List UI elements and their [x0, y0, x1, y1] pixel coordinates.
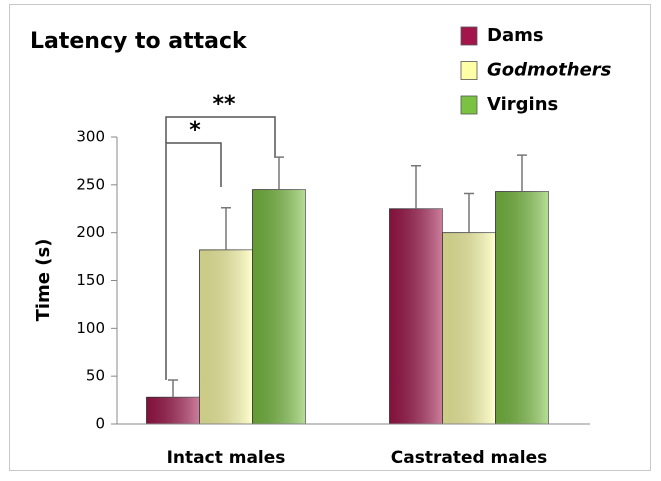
significance-label: ** — [212, 92, 236, 117]
chart-title: Latency to attack — [30, 29, 248, 54]
y-tick-label: 50 — [86, 367, 105, 385]
significance-label: * — [189, 118, 201, 143]
error-bar — [411, 164, 421, 209]
bar — [442, 232, 496, 425]
error-bar — [517, 154, 527, 192]
y-tick-label: 0 — [95, 415, 105, 433]
bar — [495, 191, 549, 425]
y-tick-label: 300 — [76, 128, 105, 146]
error-bar — [274, 156, 284, 190]
y-tick-label: 150 — [76, 271, 105, 289]
bar — [389, 208, 443, 425]
legend-swatch — [460, 95, 478, 115]
bar — [199, 249, 253, 425]
error-bar — [221, 207, 231, 250]
y-tick-label: 200 — [76, 223, 105, 241]
legend-label: Dams — [487, 25, 544, 46]
legend-label: Godmothers — [487, 60, 612, 81]
bar — [146, 396, 200, 425]
y-tick-label: 100 — [76, 319, 105, 337]
x-tick-label: Castrated males — [391, 448, 547, 468]
x-tick-label: Intact males — [167, 448, 286, 468]
y-axis-label: Time (s) — [33, 239, 54, 322]
significance-bracket — [165, 116, 276, 157]
bar — [252, 189, 306, 425]
error-bar — [168, 379, 178, 398]
legend-swatch — [460, 61, 478, 80]
significance-bracket — [165, 142, 222, 380]
legend-label: Virgins — [487, 94, 558, 115]
legend-swatch — [460, 26, 478, 46]
y-tick-label: 250 — [76, 175, 105, 193]
error-bar — [464, 192, 474, 233]
